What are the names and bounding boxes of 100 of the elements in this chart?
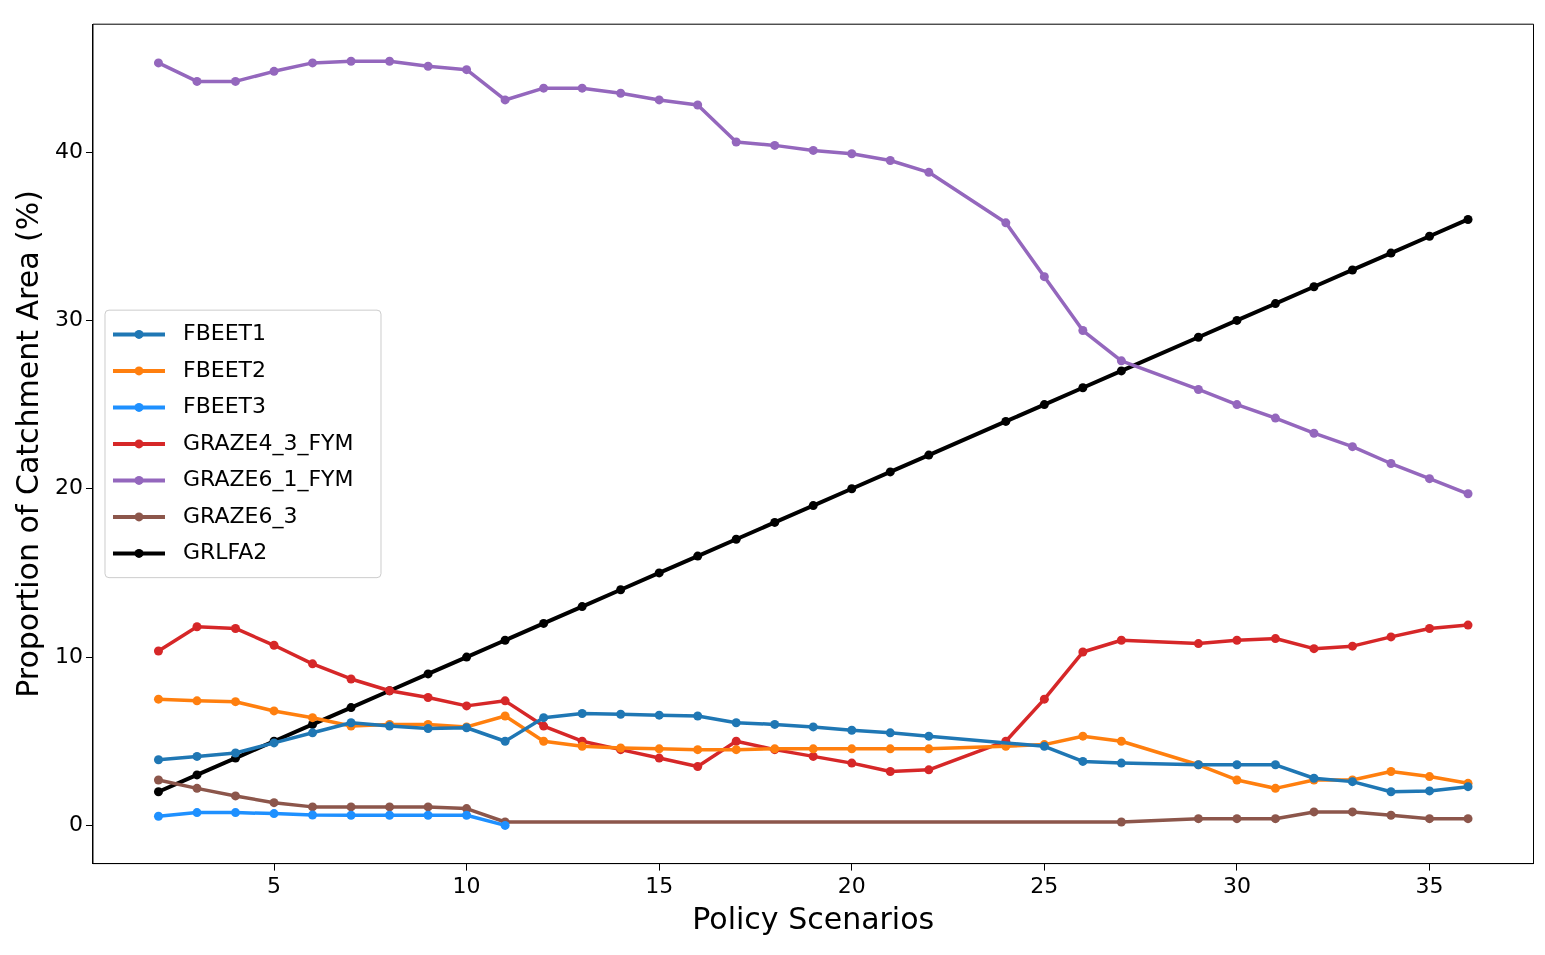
point xyxy=(192,696,202,706)
point xyxy=(231,697,240,707)
point xyxy=(153,694,163,704)
point xyxy=(1232,814,1242,824)
legend-label: GRAZE6_3 xyxy=(182,502,298,529)
point xyxy=(231,76,240,86)
point xyxy=(885,156,895,166)
point xyxy=(885,767,895,777)
point xyxy=(1463,782,1473,792)
point xyxy=(500,635,510,645)
point xyxy=(346,56,356,66)
point xyxy=(1270,413,1280,423)
point xyxy=(1463,489,1473,499)
point xyxy=(808,722,818,732)
point xyxy=(1347,807,1357,817)
point xyxy=(423,802,433,812)
point xyxy=(346,810,356,820)
point xyxy=(847,149,857,159)
point xyxy=(1309,644,1319,654)
point xyxy=(1463,814,1473,824)
point xyxy=(1078,326,1088,336)
point xyxy=(731,736,741,746)
point xyxy=(1078,731,1088,741)
point xyxy=(1270,299,1280,309)
y-tick-label: 10 xyxy=(54,642,83,668)
point xyxy=(1039,694,1049,704)
point xyxy=(1425,474,1435,484)
point xyxy=(1425,231,1435,241)
point xyxy=(1116,817,1126,827)
point xyxy=(231,791,240,801)
point xyxy=(731,137,741,147)
point xyxy=(539,713,549,723)
point xyxy=(847,725,857,735)
point xyxy=(1425,772,1435,782)
point xyxy=(654,710,664,720)
point xyxy=(539,83,549,93)
point xyxy=(231,808,240,818)
point xyxy=(1116,366,1126,376)
point xyxy=(1193,384,1203,394)
point xyxy=(308,802,318,812)
point xyxy=(1463,620,1473,630)
x-tick-label: 35 xyxy=(1415,872,1444,898)
point xyxy=(1116,736,1126,746)
point xyxy=(423,692,433,702)
point xyxy=(1193,639,1203,649)
point xyxy=(847,744,857,754)
point xyxy=(500,711,510,721)
point xyxy=(346,674,356,684)
point xyxy=(885,744,895,754)
point xyxy=(924,765,934,775)
point xyxy=(693,711,703,721)
y-axis-title: Proportion of Catchment Area (%) xyxy=(9,189,45,698)
point xyxy=(500,95,510,105)
y-tick-label: 20 xyxy=(54,474,83,500)
legend-label: FBEET2 xyxy=(182,356,266,382)
point xyxy=(423,724,433,734)
point xyxy=(924,744,934,754)
point xyxy=(192,808,202,818)
point xyxy=(192,76,202,86)
point xyxy=(1386,459,1396,469)
legend-label: GRAZE6_1_FYM xyxy=(182,466,354,493)
point xyxy=(539,721,549,731)
point xyxy=(423,61,433,71)
point xyxy=(1270,814,1280,824)
point xyxy=(1386,767,1396,777)
point xyxy=(153,58,163,68)
y-tick-label: 30 xyxy=(54,306,83,332)
point xyxy=(346,703,356,713)
point xyxy=(1386,810,1396,820)
point xyxy=(462,652,472,662)
point xyxy=(153,787,163,797)
point xyxy=(1463,214,1473,224)
point xyxy=(654,744,664,754)
point xyxy=(423,669,433,679)
point xyxy=(1425,814,1435,824)
point xyxy=(500,696,510,706)
point xyxy=(1309,807,1319,817)
point xyxy=(1425,786,1435,796)
point xyxy=(231,748,240,758)
point xyxy=(231,623,240,633)
point xyxy=(577,602,587,612)
point xyxy=(1193,814,1203,824)
point xyxy=(500,736,510,746)
x-tick-label: 20 xyxy=(837,872,866,898)
point xyxy=(308,810,318,820)
point xyxy=(462,65,472,75)
legend-label: FBEET1 xyxy=(182,320,266,346)
point xyxy=(808,145,818,155)
point xyxy=(731,534,741,544)
x-tick-label: 10 xyxy=(452,872,481,898)
point xyxy=(885,728,895,738)
point xyxy=(153,646,163,656)
point xyxy=(1270,760,1280,770)
legend-label: FBEET3 xyxy=(182,393,266,419)
point xyxy=(539,736,549,746)
y-tick-label: 0 xyxy=(68,811,83,837)
point xyxy=(308,659,318,669)
point xyxy=(1347,442,1357,452)
point xyxy=(616,709,626,719)
point xyxy=(654,753,664,763)
